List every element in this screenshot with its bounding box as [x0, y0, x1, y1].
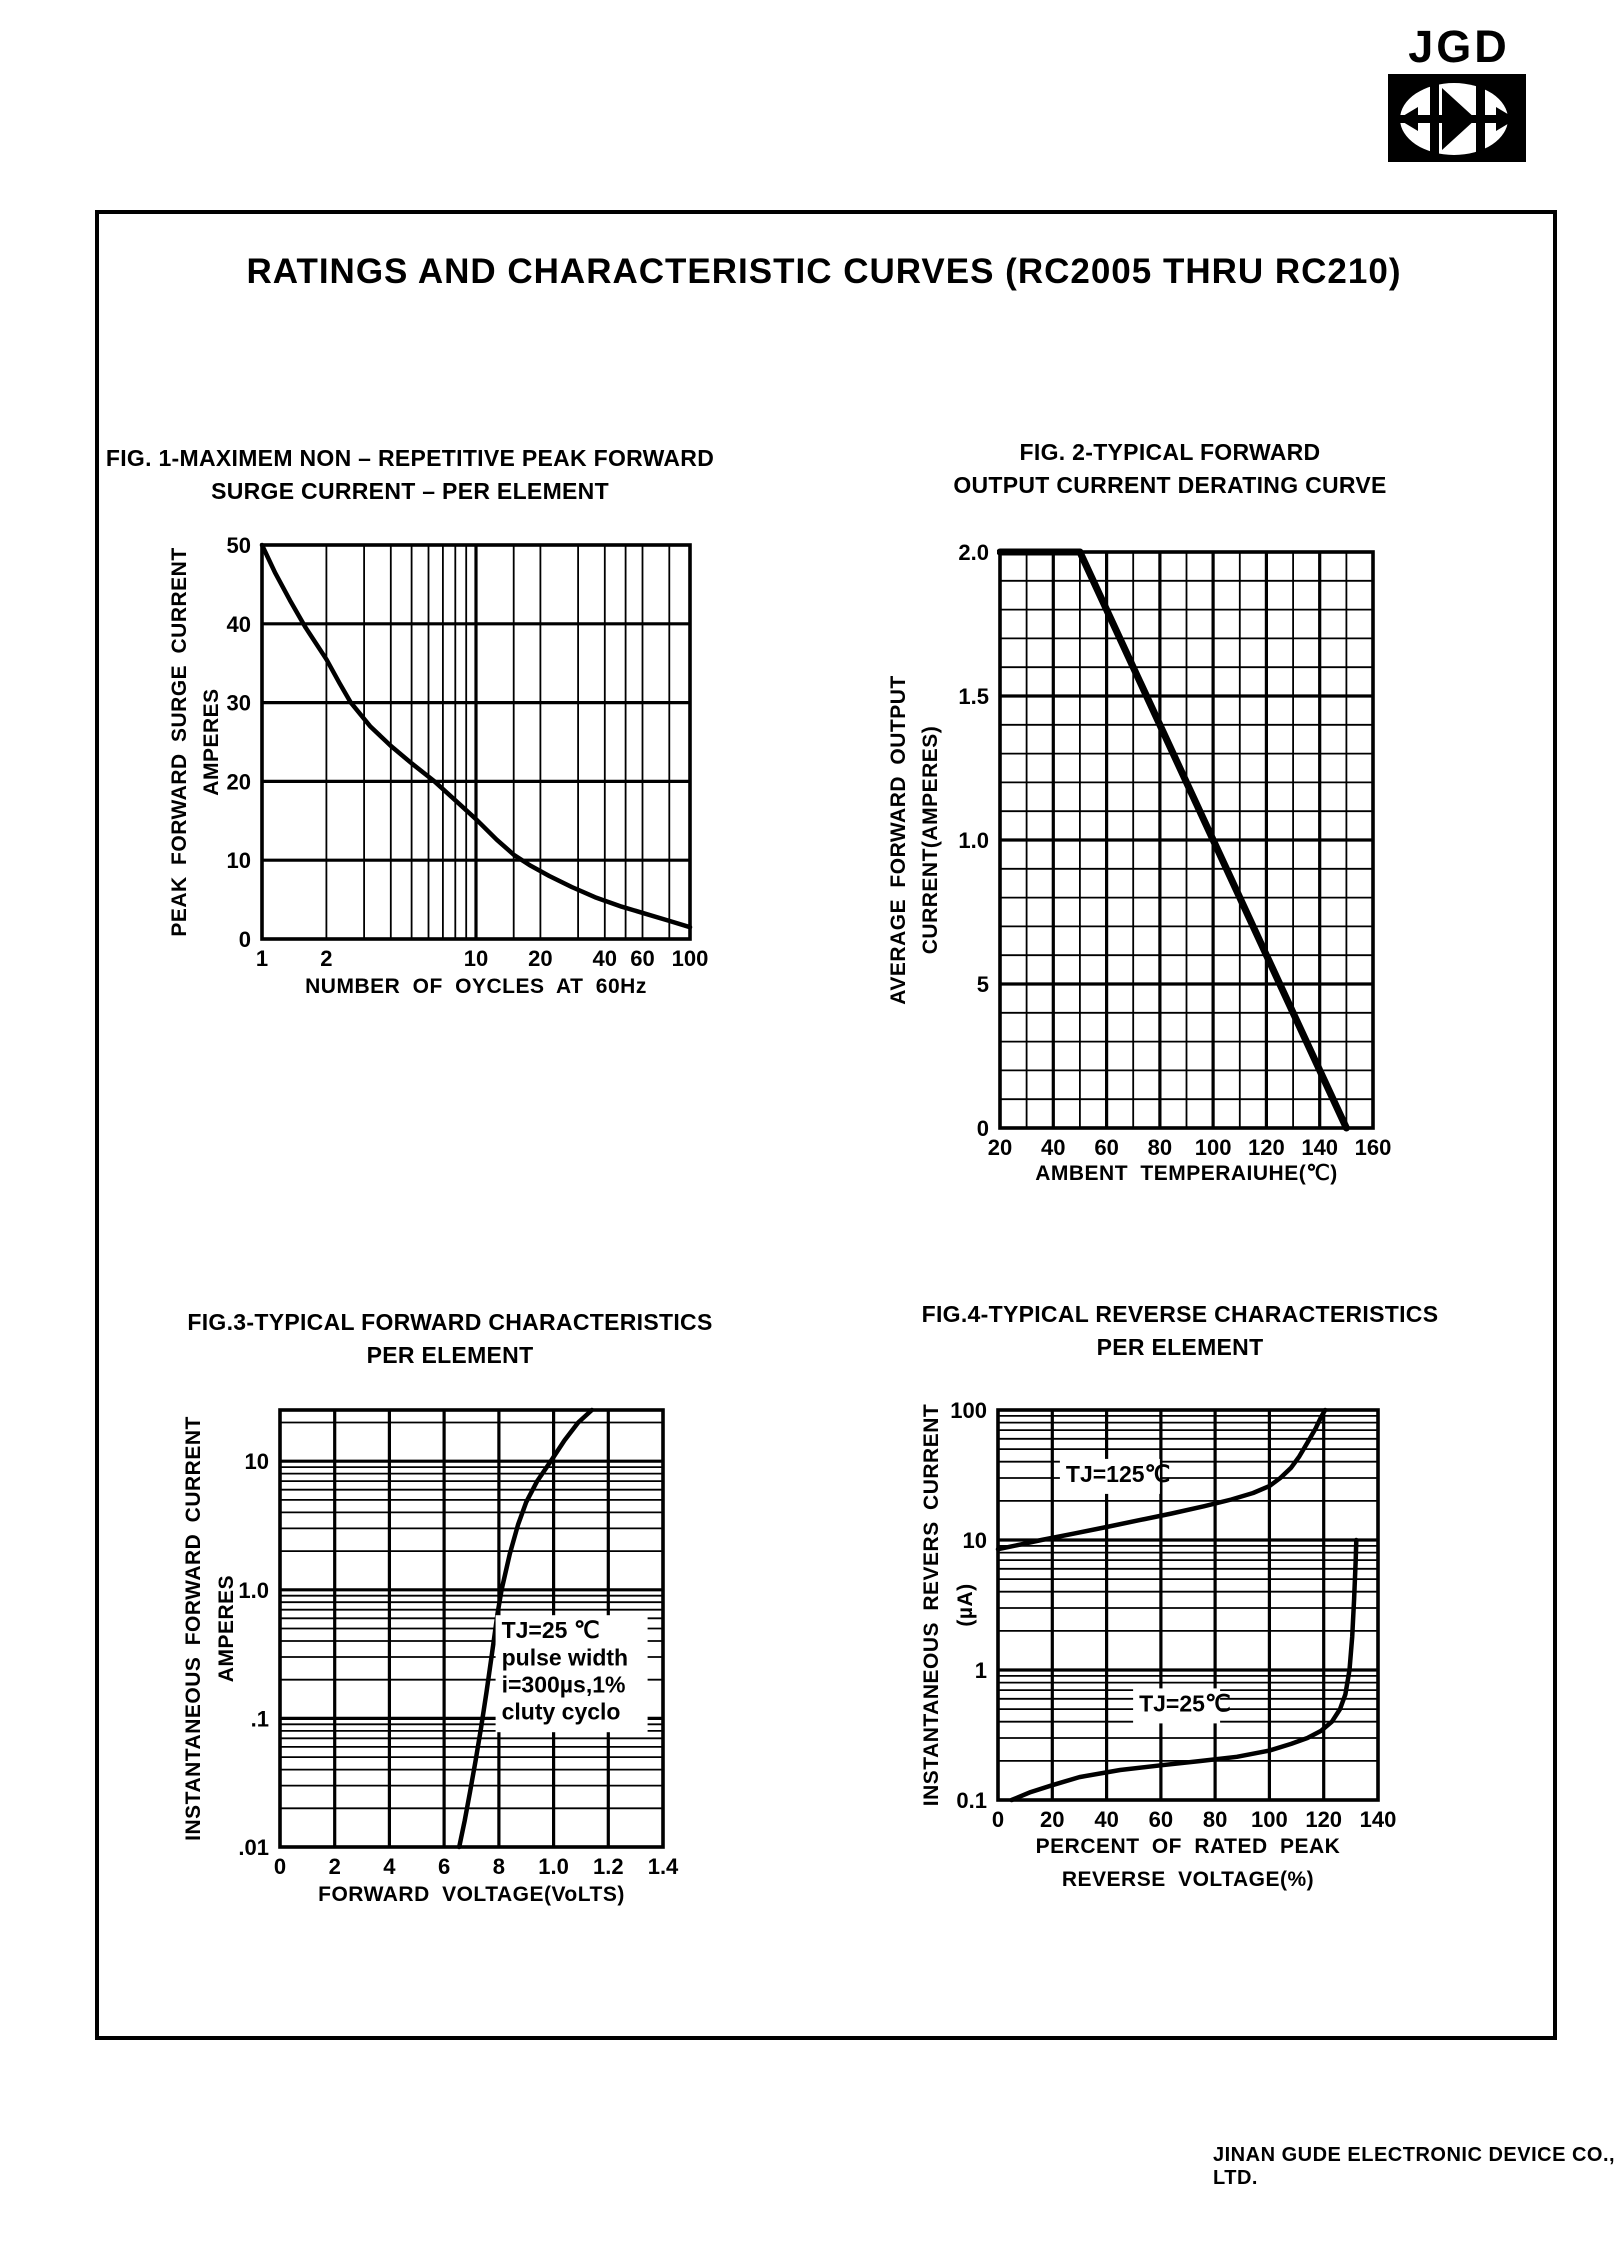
svg-text:PEAK FORWARD SURGE CURRENT: PEAK FORWARD SURGE CURRENT — [168, 547, 191, 936]
svg-text:AVERAGE FORWARD OUTPUT: AVERAGE FORWARD OUTPUT — [887, 675, 910, 1004]
fig3-caption: FIG.3-TYPICAL FORWARD CHARACTERISTICS PER… — [187, 1309, 713, 1368]
svg-text:REVERSE VOLTAGE(%): REVERSE VOLTAGE(%) — [1062, 1868, 1314, 1891]
fig4-plot: TJ=125℃ TJ=25℃ 0 20 40 60 80 100 120 140 100 10 1 0.1… — [920, 1398, 1397, 1891]
svg-text:2.0: 2.0 — [958, 540, 989, 565]
output-current-derating — [997, 548, 1350, 1132]
svg-text:6: 6 — [438, 1854, 450, 1879]
forward-characteristic-25c — [456, 1407, 595, 1850]
content-border-box — [95, 210, 1557, 2040]
svg-text:AMPERES: AMPERES — [200, 688, 223, 795]
svg-text:cluty cyclo: cluty cyclo — [502, 1699, 621, 1725]
svg-text:10: 10 — [963, 1528, 987, 1553]
svg-text:FORWARD VOLTAGE(VoLTS): FORWARD VOLTAGE(VoLTS) — [318, 1883, 625, 1906]
svg-text:AMBENT TEMPERAIUHE(℃): AMBENT TEMPERAIUHE(℃) — [1035, 1162, 1338, 1185]
svg-text:1.4: 1.4 — [648, 1854, 679, 1879]
svg-text:30: 30 — [227, 691, 251, 716]
svg-text:1: 1 — [256, 946, 268, 971]
svg-text:0: 0 — [977, 1116, 989, 1141]
svg-text:80: 80 — [1148, 1135, 1172, 1160]
svg-text:40: 40 — [593, 946, 617, 971]
svg-text:1.0: 1.0 — [538, 1854, 569, 1879]
svg-text:40: 40 — [1094, 1807, 1118, 1832]
svg-text:120: 120 — [1305, 1807, 1342, 1832]
svg-text:0.1: 0.1 — [956, 1788, 987, 1813]
reverse-current-tj-125c — [995, 1407, 1328, 1552]
svg-text:60: 60 — [1094, 1135, 1118, 1160]
svg-text:TJ=25 ℃: TJ=25 ℃ — [502, 1617, 600, 1643]
reverse-current-tj-25c — [1009, 1537, 1359, 1803]
svg-text:100: 100 — [950, 1398, 987, 1423]
svg-text:100: 100 — [1251, 1807, 1288, 1832]
svg-text:INSTANTANEOUS FORWARD CURRENT: INSTANTANEOUS FORWARD CURRENT — [182, 1416, 205, 1841]
svg-text:1.2: 1.2 — [593, 1854, 624, 1879]
svg-text:100: 100 — [1195, 1135, 1232, 1160]
svg-text:1.0: 1.0 — [238, 1578, 269, 1603]
svg-text:i=300µs,1%: i=300µs,1% — [502, 1672, 626, 1698]
svg-text:PERCENT OF RATED PEAK: PERCENT OF RATED PEAK — [1036, 1835, 1341, 1858]
jgd-logo: JGD — [1388, 24, 1530, 162]
svg-text:60: 60 — [630, 946, 654, 971]
svg-text:.1: .1 — [251, 1706, 269, 1731]
page-title: RATINGS AND CHARACTERISTIC CURVES (RC200… — [246, 252, 1402, 291]
company-name: JINAN GUDE ELECTRONIC DEVICE CO., LTD. — [1213, 2144, 1616, 2189]
svg-text:AMPERES: AMPERES — [215, 1575, 238, 1682]
svg-text:60: 60 — [1149, 1807, 1173, 1832]
svg-text:10: 10 — [464, 946, 488, 971]
svg-text:1.5: 1.5 — [958, 684, 989, 709]
svg-text:100: 100 — [672, 946, 709, 971]
svg-text:140: 140 — [1301, 1135, 1338, 1160]
svg-text:2: 2 — [320, 946, 332, 971]
svg-text:8: 8 — [493, 1854, 505, 1879]
svg-text:140: 140 — [1360, 1807, 1397, 1832]
svg-text:20: 20 — [528, 946, 552, 971]
svg-text:120: 120 — [1248, 1135, 1285, 1160]
svg-text:80: 80 — [1203, 1807, 1227, 1832]
svg-text:pulse width: pulse width — [502, 1644, 628, 1670]
svg-text:1.0: 1.0 — [958, 828, 989, 853]
svg-text:INSTANTANEOUS REVERS CURRENT: INSTANTANEOUS REVERS CURRENT — [920, 1404, 943, 1806]
peak-forward-surge-current — [259, 542, 693, 930]
fig2-plot: 20 40 60 80 100 120 140 160 2.0 1.5 1.0 5 0 AMBENT TE… — [887, 540, 1392, 1185]
svg-text:160: 160 — [1355, 1135, 1392, 1160]
svg-text:40: 40 — [227, 612, 251, 637]
svg-text:0: 0 — [274, 1854, 286, 1879]
svg-text:0: 0 — [239, 927, 251, 952]
svg-text:40: 40 — [1041, 1135, 1065, 1160]
svg-text:20: 20 — [227, 769, 251, 794]
svg-text:20: 20 — [988, 1135, 1012, 1160]
svg-text:0: 0 — [992, 1807, 1004, 1832]
svg-text:.01: .01 — [238, 1835, 269, 1860]
svg-text:TJ=25℃: TJ=25℃ — [1139, 1690, 1231, 1716]
svg-text:20: 20 — [1040, 1807, 1064, 1832]
svg-text:NUMBER OF OYCLES AT 60Hz: NUMBER OF OYCLES AT 60Hz — [305, 975, 647, 998]
svg-text:50: 50 — [227, 533, 251, 558]
svg-text:10: 10 — [227, 848, 251, 873]
svg-text:4: 4 — [383, 1854, 396, 1879]
svg-text:1: 1 — [975, 1658, 987, 1683]
svg-text:2: 2 — [329, 1854, 341, 1879]
jgd-logo-text: JGD — [1408, 21, 1510, 72]
diode-logo-icon — [1388, 74, 1526, 162]
svg-text:5: 5 — [977, 972, 989, 997]
svg-text:(µA): (µA) — [954, 1583, 977, 1626]
fig1-plot: 1 2 10 20 40 60 100 0 10 20 30 40 50 NUMBER OF OYCLES… — [168, 533, 709, 998]
svg-text:10: 10 — [245, 1449, 269, 1474]
fig2-caption: FIG. 2-TYPICAL FORWARD OUTPUT CURRENT DER… — [953, 439, 1387, 498]
svg-text:TJ=125℃: TJ=125℃ — [1066, 1461, 1170, 1487]
fig4-caption: FIG.4-TYPICAL REVERSE CHARACTERISTICS PER… — [921, 1301, 1439, 1360]
svg-text:CURRENT(AMPERES): CURRENT(AMPERES) — [919, 726, 942, 955]
fig1-caption: FIG. 1-MAXIMEM NON – REPETITIVE PEAK FOR… — [105, 445, 715, 504]
